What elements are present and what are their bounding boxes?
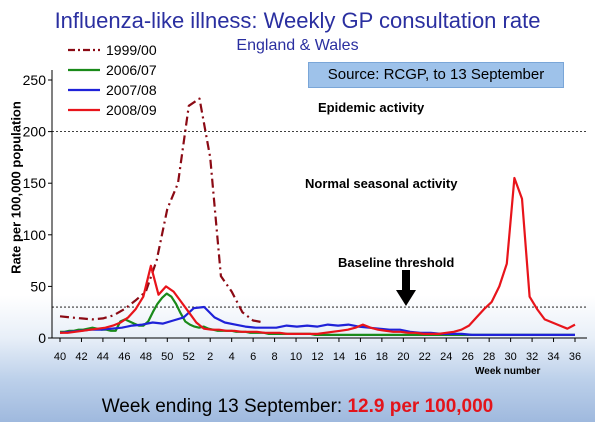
annotation-normal: Normal seasonal activity — [305, 176, 458, 191]
x-tick-label: 16 — [354, 351, 366, 363]
x-tick-label: 46 — [118, 351, 130, 363]
footer-prefix: Week ending 13 September: — [101, 396, 348, 417]
legend-item: 1999/00 — [66, 40, 157, 60]
legend-label: 2008/09 — [106, 102, 157, 118]
x-tick-label: 6 — [250, 351, 256, 363]
y-tick-label: 250 — [23, 72, 47, 88]
legend-item: 2008/09 — [66, 100, 157, 120]
x-tick-label: 24 — [440, 351, 452, 363]
x-tick-label: 48 — [140, 351, 152, 363]
x-tick-label: 18 — [376, 351, 388, 363]
x-tick-label: 30 — [505, 351, 517, 363]
series-line-1999-00 — [59, 97, 265, 324]
footer-highlight: 12.9 per 100,000 — [347, 396, 494, 417]
legend-swatch — [68, 88, 100, 92]
x-tick-label: 34 — [547, 351, 559, 363]
legend-swatch — [68, 108, 100, 112]
annotation-epidemic: Epidemic activity — [318, 100, 425, 115]
x-tick-label: 14 — [333, 351, 345, 363]
chart-subtitle: England & Wales — [236, 37, 359, 54]
x-tick-label: 52 — [183, 351, 195, 363]
legend-label: 2007/08 — [106, 82, 157, 98]
x-tick-label: 12 — [311, 351, 323, 363]
x-tick-label: 2 — [207, 351, 213, 363]
x-tick-label: 22 — [419, 351, 431, 363]
y-tick-label: 50 — [30, 278, 46, 294]
x-tick-label: 32 — [526, 351, 538, 363]
footer-summary: Week ending 13 September: 12.9 per 100,0… — [0, 396, 595, 418]
legend-item: 2006/07 — [66, 60, 157, 80]
legend-label: 2006/07 — [106, 62, 157, 78]
x-tick-label: 8 — [272, 351, 278, 363]
y-tick-label: 100 — [23, 227, 47, 243]
legend-item: 2007/08 — [66, 80, 157, 100]
source-badge: Source: RCGP, to 13 September — [308, 62, 564, 88]
x-tick-label: 50 — [161, 351, 173, 363]
legend: 1999/00 2006/07 2007/08 2008/09 — [66, 40, 157, 120]
y-axis-label: Rate per 100,000 population — [8, 101, 24, 274]
series-line-2007-08 — [59, 305, 575, 336]
x-tick-label: 42 — [75, 351, 87, 363]
legend-swatch — [68, 68, 100, 72]
x-tick-label: 28 — [483, 351, 495, 363]
legend-label: 1999/00 — [106, 42, 157, 58]
x-axis-label: Week number — [475, 366, 541, 377]
legend-swatch — [68, 48, 100, 52]
series-line-2008-09 — [60, 176, 576, 335]
x-tick-label: 4 — [229, 351, 235, 363]
x-tick-label: 44 — [97, 351, 109, 363]
x-tick-label: 26 — [462, 351, 474, 363]
x-tick-label: 40 — [54, 351, 66, 363]
y-tick-label: 150 — [23, 175, 47, 191]
x-tick-label: 20 — [397, 351, 409, 363]
x-tick-label: 10 — [290, 351, 302, 363]
baseline-arrow-icon — [396, 270, 416, 306]
annotation-baseline: Baseline threshold — [338, 255, 455, 270]
y-tick-label: 0 — [38, 330, 46, 346]
y-tick-label: 200 — [23, 124, 47, 140]
page-title: Influenza-like illness: Weekly GP consul… — [54, 8, 541, 33]
x-tick-label: 36 — [569, 351, 581, 363]
